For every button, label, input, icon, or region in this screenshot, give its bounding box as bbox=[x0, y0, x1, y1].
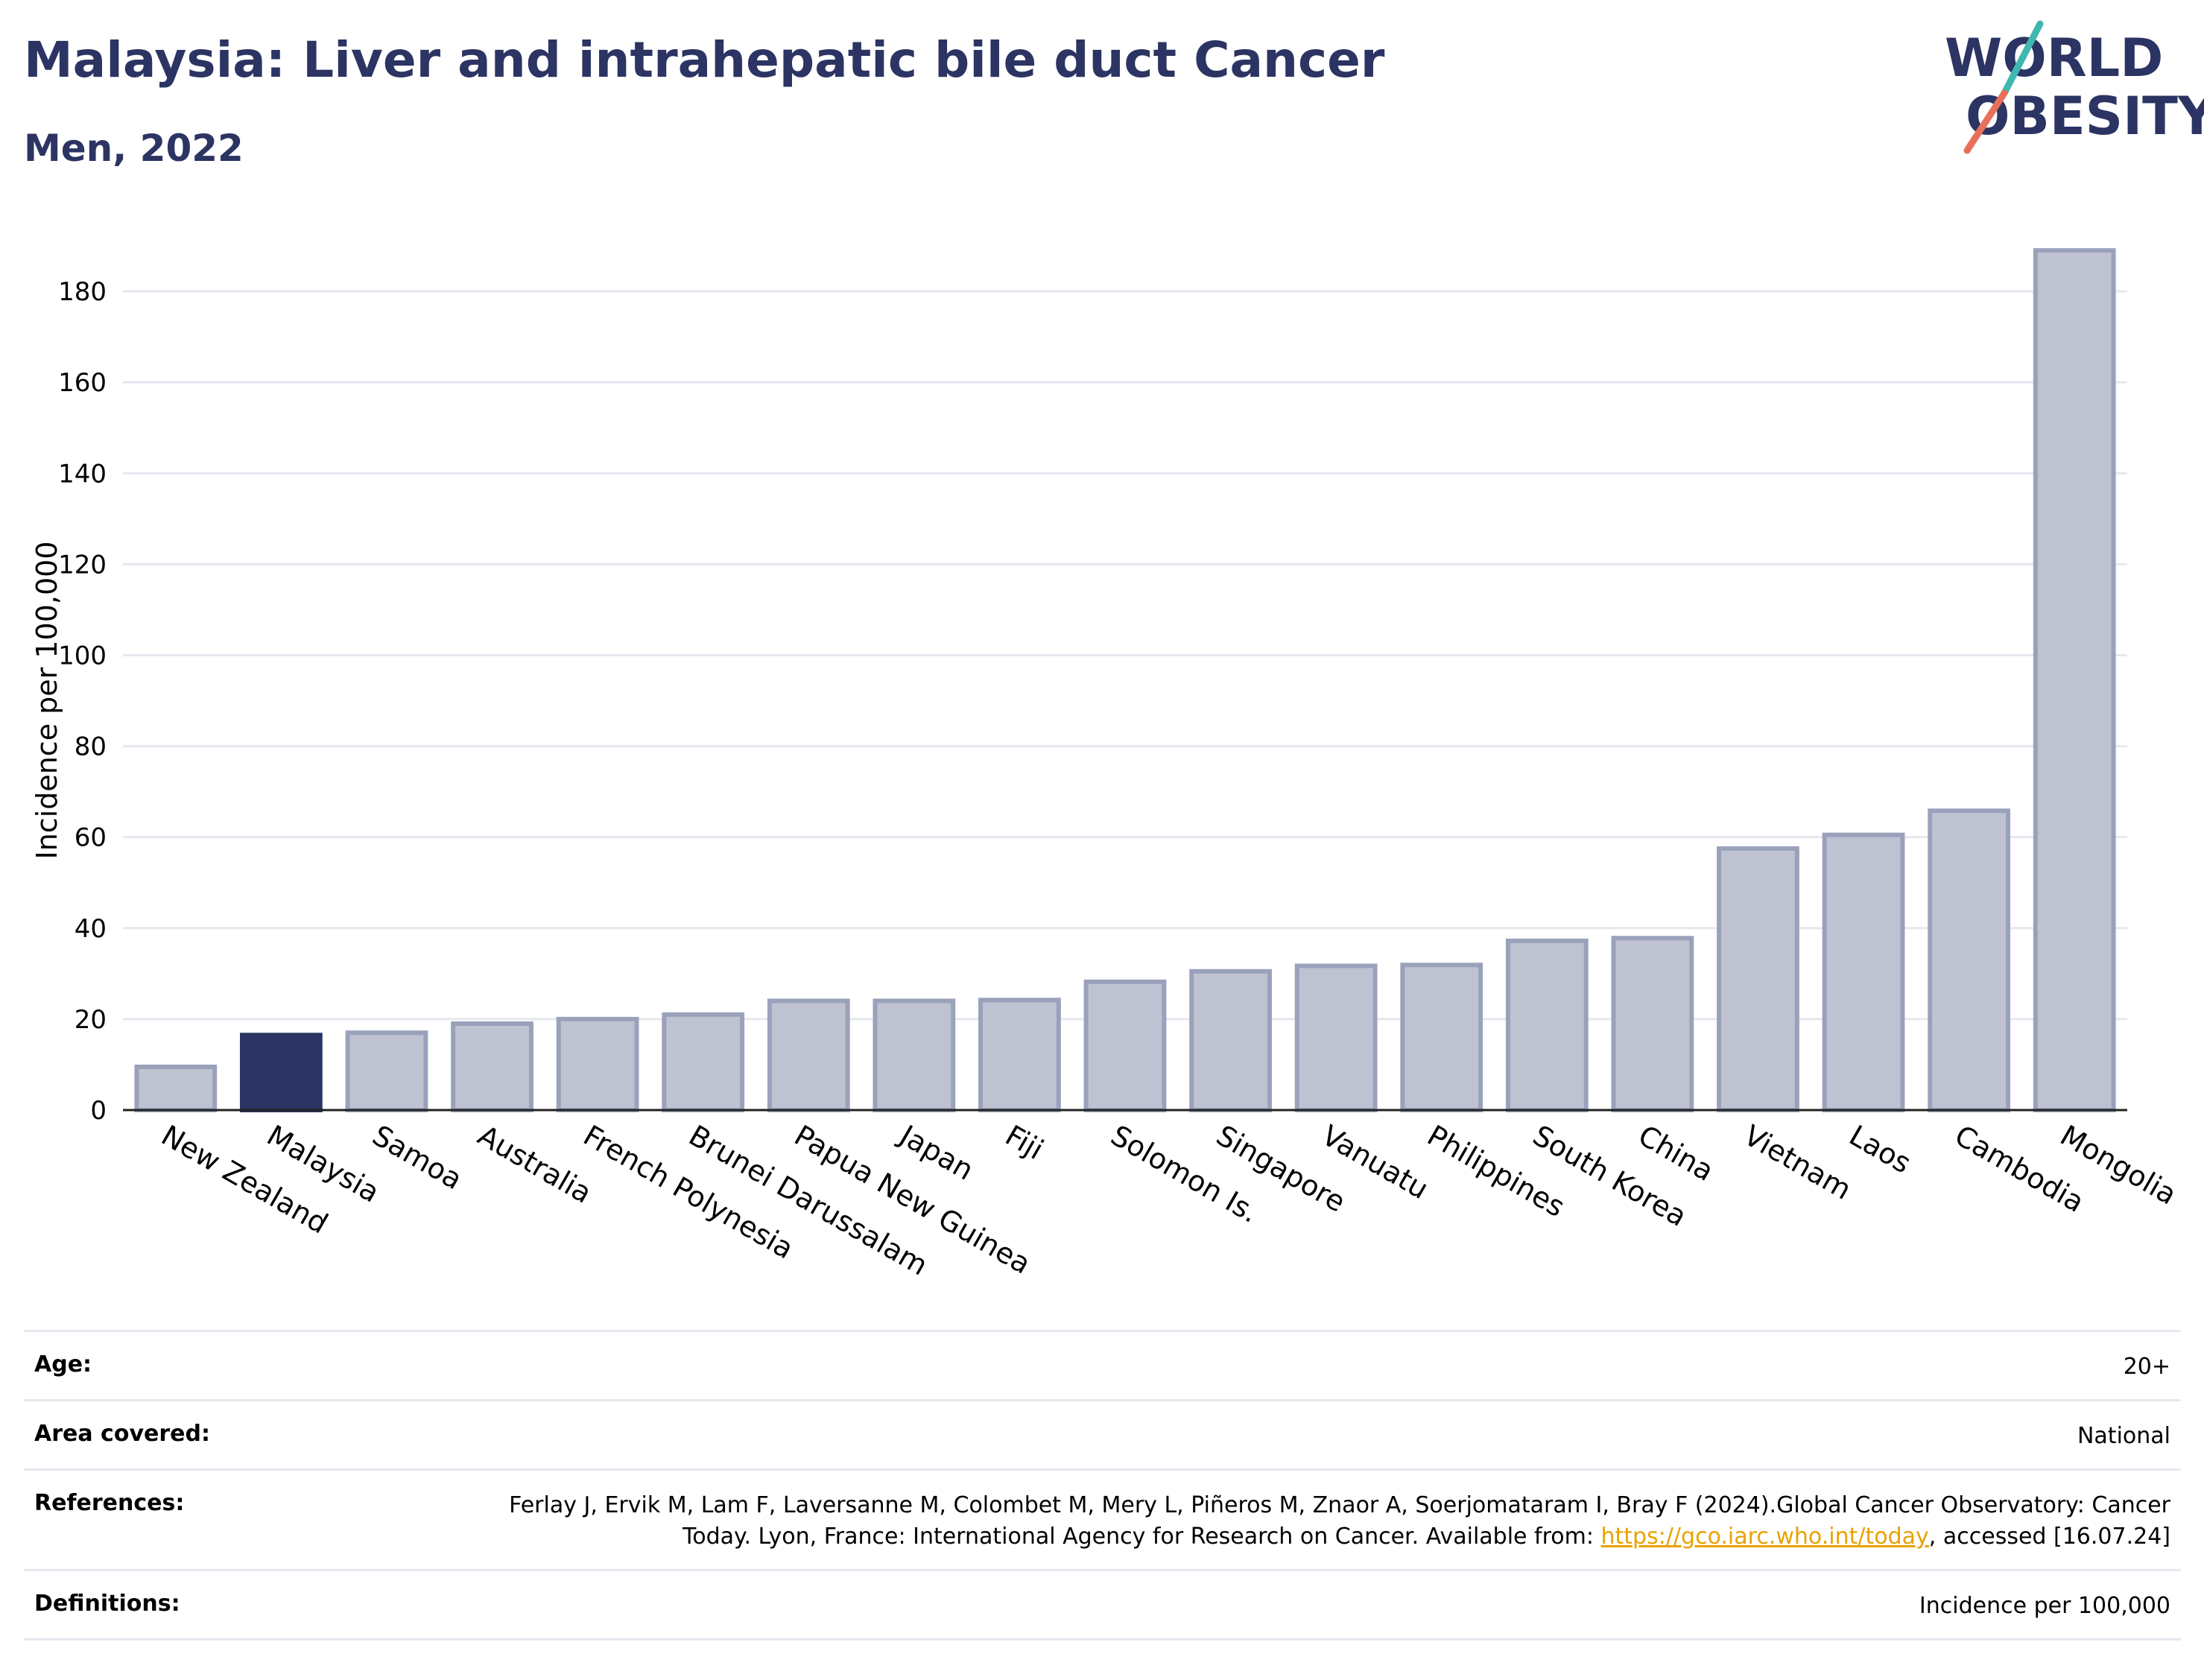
chart-svg: 0 20 40 60 80 100 120 140 160 180 Incidence per 10… bbox=[31, 248, 2182, 1282]
meta-row-references: References: Ferlay J, Ervik M, Lam F, La… bbox=[24, 1468, 2181, 1569]
x-tick-label: Fiji bbox=[1000, 1119, 1049, 1166]
bar-chart: 0 20 40 60 80 100 120 140 160 180 Incidence per 10… bbox=[0, 186, 2204, 1319]
meta-row-age: Age: 20+ bbox=[24, 1330, 2181, 1399]
bar-laos bbox=[1822, 832, 1905, 1112]
chart-subtitle: Men, 2022 bbox=[24, 127, 244, 170]
bar-vanuatu bbox=[1294, 963, 1378, 1112]
meta-label-age: Age: bbox=[34, 1351, 92, 1378]
bar-samoa bbox=[345, 1030, 428, 1113]
chart-title: Malaysia: Liver and intrahepatic bile du… bbox=[24, 31, 1385, 89]
bar-brunei-darussalam bbox=[662, 1012, 745, 1112]
meta-value-definitions: Incidence per 100,000 bbox=[1919, 1593, 2170, 1619]
bar-philippines bbox=[1400, 963, 1483, 1112]
bar-french-polynesia bbox=[556, 1016, 639, 1113]
bar-cambodia bbox=[1928, 808, 2011, 1112]
references-accessed: , accessed [16.07.24] bbox=[1928, 1524, 2170, 1550]
meta-row-area: Area covered: National bbox=[24, 1399, 2181, 1468]
bar-fiji bbox=[978, 998, 1061, 1113]
bar-vietnam bbox=[1717, 846, 1799, 1113]
x-tick-label: Vietnam bbox=[1738, 1119, 1857, 1206]
metadata-table: Age: 20+ Area covered: National Referenc… bbox=[24, 1330, 2181, 1641]
bar-china bbox=[1611, 936, 1694, 1113]
y-tick-label: 80 bbox=[75, 732, 107, 762]
bar-papua-new-guinea bbox=[767, 998, 850, 1112]
bar-south-korea bbox=[1505, 938, 1589, 1112]
y-tick-label: 160 bbox=[58, 368, 107, 398]
bar-solomon-is- bbox=[1083, 979, 1167, 1112]
references-link[interactable]: https://gco.iarc.who.int/today bbox=[1600, 1524, 1929, 1550]
meta-value-area: National bbox=[2077, 1423, 2170, 1449]
x-tick-label: Australia bbox=[472, 1119, 598, 1210]
y-tick-label: 180 bbox=[58, 277, 107, 307]
y-tick-label: 20 bbox=[75, 1005, 107, 1035]
y-tick-label: 100 bbox=[58, 641, 107, 671]
y-tick-label: 60 bbox=[75, 823, 107, 853]
bar-new-zealand bbox=[134, 1065, 218, 1112]
y-tick-label: 120 bbox=[58, 550, 107, 580]
bar-malaysia bbox=[239, 1033, 323, 1113]
bar-australia bbox=[451, 1021, 533, 1112]
bar-japan bbox=[873, 998, 956, 1112]
y-tick-label: 40 bbox=[75, 914, 107, 944]
y-axis-title: Incidence per 100,000 bbox=[31, 541, 63, 859]
x-tick-label: Laos bbox=[1844, 1119, 1917, 1180]
y-tick-label: 0 bbox=[90, 1096, 107, 1126]
logo-slash-bottom bbox=[1963, 89, 2008, 154]
logo-slash-top bbox=[2001, 20, 2044, 97]
world-obesity-logo: WORLD OBESITY bbox=[1945, 20, 2204, 160]
logo-line1: WORLD bbox=[1945, 28, 2163, 89]
bar-singapore bbox=[1189, 969, 1272, 1112]
meta-row-definitions: Definitions: Incidence per 100,000 bbox=[24, 1569, 2181, 1641]
meta-label-references: References: bbox=[34, 1490, 185, 1516]
references-text: Ferlay J, Ervik M, Lam F, Laversanne M, … bbox=[509, 1492, 2170, 1550]
y-tick-label: 140 bbox=[58, 459, 107, 489]
meta-value-age: 20+ bbox=[2123, 1354, 2170, 1380]
meta-label-definitions: Definitions: bbox=[34, 1591, 180, 1617]
meta-value-references: Ferlay J, Ervik M, Lam F, Laversanne M, … bbox=[457, 1490, 2170, 1553]
bar-mongolia bbox=[2033, 248, 2116, 1113]
meta-label-area: Area covered: bbox=[34, 1421, 210, 1447]
